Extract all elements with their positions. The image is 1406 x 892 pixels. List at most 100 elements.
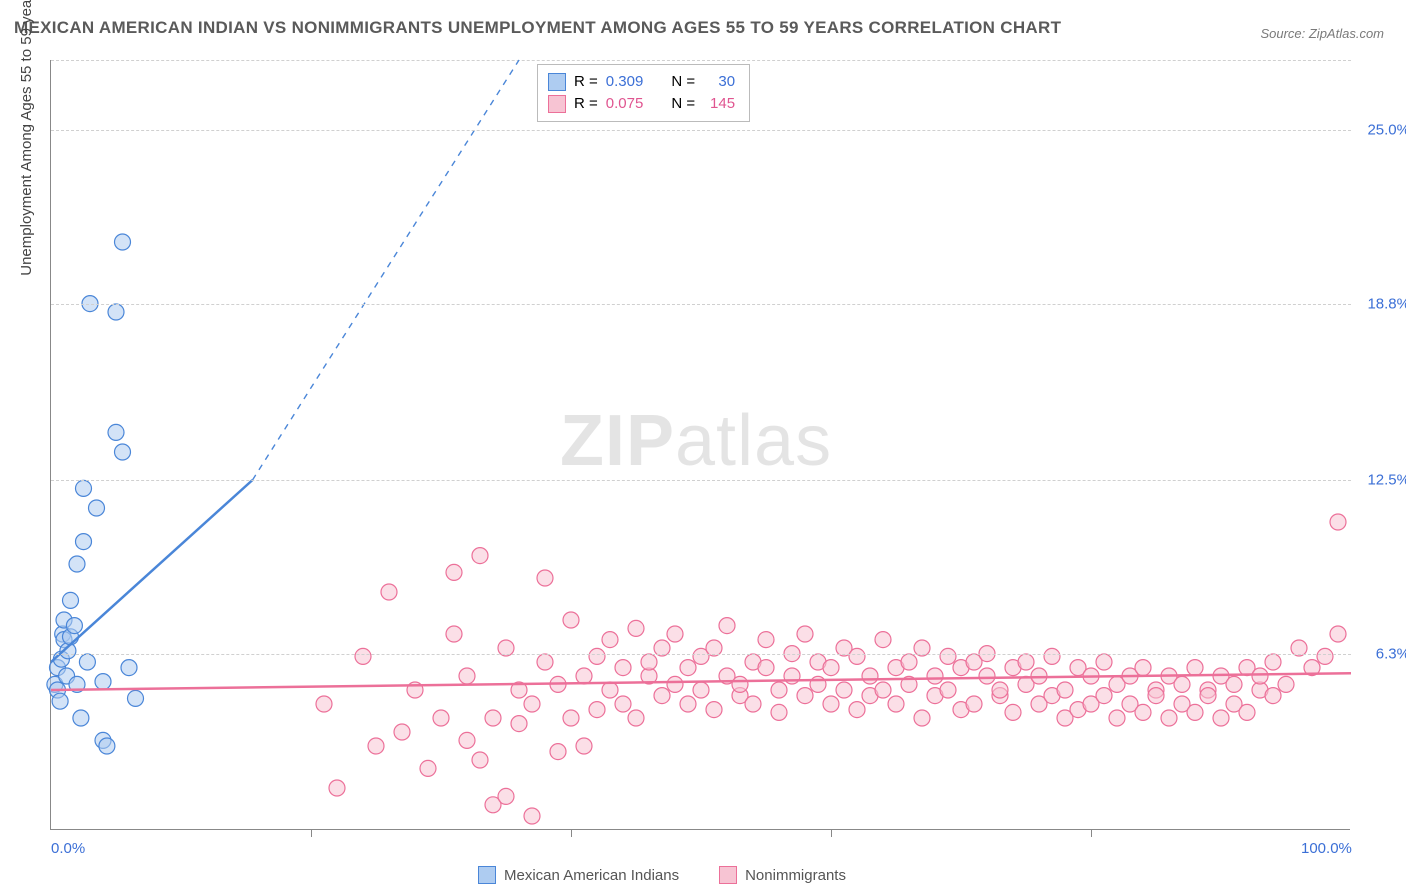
scatter-point <box>719 618 735 634</box>
scatter-point <box>1200 688 1216 704</box>
scatter-point <box>1187 660 1203 676</box>
scatter-point <box>446 626 462 642</box>
scatter-point <box>589 648 605 664</box>
swatch-series-2 <box>548 95 566 113</box>
scatter-point <box>589 702 605 718</box>
scatter-point <box>836 682 852 698</box>
grid-line <box>51 304 1351 305</box>
scatter-point <box>537 654 553 670</box>
scatter-point <box>472 752 488 768</box>
scatter-point <box>1252 668 1268 684</box>
scatter-point <box>1135 704 1151 720</box>
scatter-point <box>459 668 475 684</box>
scatter-point <box>108 304 124 320</box>
x-tick <box>311 829 312 837</box>
scatter-point <box>1174 676 1190 692</box>
scatter-point <box>1265 654 1281 670</box>
legend-label-1: Mexican American Indians <box>504 867 679 884</box>
chart-title: MEXICAN AMERICAN INDIAN VS NONIMMIGRANTS… <box>14 18 1061 38</box>
x-tick-label: 0.0% <box>51 840 85 857</box>
scatter-point <box>1096 654 1112 670</box>
scatter-point <box>76 534 92 550</box>
scatter-point <box>615 696 631 712</box>
scatter-point <box>115 234 131 250</box>
scatter-point <box>128 690 144 706</box>
plot-area: R = 0.309 N = 30 R = 0.075 N = 145 6.3%1… <box>50 60 1350 830</box>
scatter-point <box>823 660 839 676</box>
scatter-point <box>1265 688 1281 704</box>
scatter-point <box>914 710 930 726</box>
scatter-point <box>433 710 449 726</box>
scatter-point <box>394 724 410 740</box>
scatter-point <box>758 660 774 676</box>
stats-row-2: R = 0.075 N = 145 <box>548 93 735 115</box>
legend: Mexican American Indians Nonimmigrants <box>478 866 846 884</box>
y-axis-label: Unemployment Among Ages 55 to 59 years <box>18 0 35 276</box>
scatter-point <box>550 744 566 760</box>
scatter-point <box>771 704 787 720</box>
scatter-point <box>563 612 579 628</box>
scatter-point <box>602 632 618 648</box>
scatter-point <box>524 808 540 824</box>
scatter-point <box>1187 704 1203 720</box>
scatter-point <box>69 556 85 572</box>
y-tick-label: 18.8% <box>1367 295 1406 312</box>
scatter-point <box>99 738 115 754</box>
scatter-point <box>1044 648 1060 664</box>
stats-row-1: R = 0.309 N = 30 <box>548 71 735 93</box>
scatter-point <box>875 682 891 698</box>
scatter-point <box>849 648 865 664</box>
scatter-point <box>992 682 1008 698</box>
x-tick <box>571 829 572 837</box>
y-tick-label: 6.3% <box>1376 645 1406 662</box>
scatter-point <box>381 584 397 600</box>
legend-swatch-1 <box>478 866 496 884</box>
scatter-point <box>316 696 332 712</box>
scatter-point <box>576 668 592 684</box>
scatter-point <box>745 696 761 712</box>
scatter-point <box>1018 654 1034 670</box>
scatter-point <box>446 564 462 580</box>
grid-line <box>51 130 1351 131</box>
grid-line <box>51 480 1351 481</box>
scatter-point <box>979 668 995 684</box>
scatter-point <box>329 780 345 796</box>
scatter-point <box>797 688 813 704</box>
scatter-point <box>563 710 579 726</box>
scatter-point <box>115 444 131 460</box>
scatter-point <box>875 632 891 648</box>
y-tick-label: 12.5% <box>1367 472 1406 489</box>
legend-swatch-2 <box>719 866 737 884</box>
scatter-point <box>1317 648 1333 664</box>
scatter-point <box>1239 704 1255 720</box>
scatter-point <box>602 682 618 698</box>
swatch-series-1 <box>548 73 566 91</box>
stats-n-label-2: N = <box>671 93 695 115</box>
stats-r-label-2: R = <box>574 93 598 115</box>
scatter-point <box>498 788 514 804</box>
scatter-point <box>849 702 865 718</box>
legend-item-2: Nonimmigrants <box>719 866 846 884</box>
scatter-point <box>66 618 82 634</box>
scatter-point <box>52 693 68 709</box>
scatter-point <box>73 710 89 726</box>
scatter-point <box>667 676 683 692</box>
scatter-point <box>63 592 79 608</box>
scatter-point <box>1330 514 1346 530</box>
x-tick-label: 100.0% <box>1301 840 1352 857</box>
scatter-point <box>355 648 371 664</box>
scatter-point <box>472 548 488 564</box>
scatter-point <box>1148 688 1164 704</box>
stats-box: R = 0.309 N = 30 R = 0.075 N = 145 <box>537 64 750 122</box>
scatter-point <box>89 500 105 516</box>
stats-r-value-1: 0.309 <box>606 71 644 93</box>
scatter-point <box>1005 704 1021 720</box>
stats-r-value-2: 0.075 <box>606 93 644 115</box>
scatter-point <box>1161 710 1177 726</box>
scatter-point <box>680 696 696 712</box>
scatter-point <box>1330 626 1346 642</box>
scatter-point <box>511 716 527 732</box>
scatter-point <box>641 654 657 670</box>
scatter-point <box>108 424 124 440</box>
scatter-point <box>459 732 475 748</box>
